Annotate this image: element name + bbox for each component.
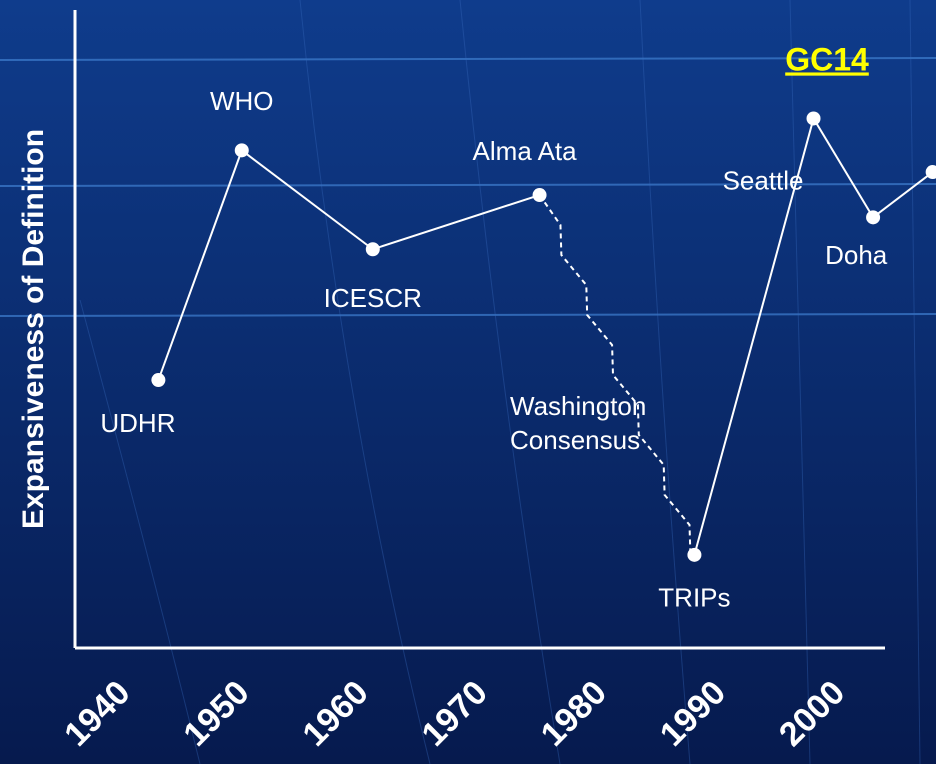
point <box>866 210 881 225</box>
line-segment <box>157 150 243 381</box>
point <box>365 242 380 257</box>
y-axis-label: Expansiveness of Definition <box>17 129 50 529</box>
point <box>806 111 821 126</box>
point-label: Doha <box>825 240 888 270</box>
point <box>687 547 702 562</box>
line-segment <box>372 194 540 251</box>
line-segment-dashed <box>538 194 692 555</box>
line-segment <box>693 118 815 556</box>
point <box>925 165 936 180</box>
background-curves <box>79 0 921 764</box>
point-label: Alma Ata <box>473 136 578 166</box>
point <box>532 188 547 203</box>
annotation: Washington <box>510 391 646 421</box>
point-label: TRIPs <box>658 583 730 613</box>
point-label: Seattle <box>723 165 804 195</box>
chart-title: GC14 <box>785 41 869 77</box>
point-label: UDHR <box>100 408 175 438</box>
background-lines <box>0 57 936 317</box>
point <box>151 373 166 388</box>
point-label: WHO <box>210 86 274 116</box>
point-label: ICESCR <box>324 283 422 313</box>
point <box>234 143 249 158</box>
line-segment <box>872 171 934 219</box>
annotation: Consensus <box>510 425 640 455</box>
line-segment <box>241 149 374 251</box>
line-segment <box>812 117 874 218</box>
